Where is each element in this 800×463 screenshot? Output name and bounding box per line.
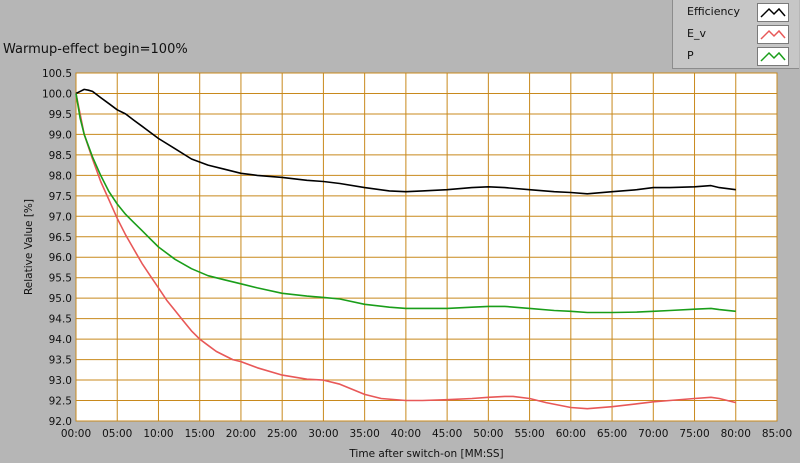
y-tick-label: 96.5 (49, 232, 72, 244)
x-tick-label: 00:00 (61, 428, 91, 440)
y-tick-label: 92.5 (49, 396, 72, 408)
x-axis-ticks: 00:00 05:00 10:00 15:00 20:00 25:00 30:00 35:00… (61, 428, 792, 440)
x-tick-label: 85:00 (762, 428, 792, 440)
x-tick-label: 75:00 (679, 428, 709, 440)
legend-swatch-e-v (757, 25, 789, 44)
chart-title: Warmup-effect begin=100% (3, 42, 188, 57)
series-line-efficiency (75, 88, 736, 195)
y-axis-label: Relative Value [%] (23, 199, 35, 295)
legend-item-efficiency[interactable]: Efficiency (673, 1, 799, 22)
x-axis-label: Time after switch-on [MM:SS] (348, 448, 503, 460)
y-tick-label: 96.0 (49, 252, 72, 264)
x-tick-label: 30:00 (308, 428, 338, 440)
x-tick-label: 10:00 (143, 428, 173, 440)
x-tick-label: 50:00 (473, 428, 503, 440)
x-tick-label: 80:00 (721, 428, 751, 440)
x-tick-label: 55:00 (514, 428, 544, 440)
x-tick-label: 45:00 (432, 428, 462, 440)
legend-label: P (687, 49, 694, 62)
legend: Efficiency E_v P (672, 0, 799, 69)
y-tick-label: 95.5 (49, 273, 72, 285)
y-tick-label: 100.0 (42, 88, 72, 100)
legend-item-p[interactable]: P (673, 45, 799, 66)
legend-label: E_v (687, 27, 706, 40)
y-tick-label: 97.0 (49, 211, 72, 223)
y-tick-label: 98.5 (49, 150, 72, 162)
y-tick-label: 98.0 (49, 170, 72, 182)
x-tick-label: 65:00 (597, 428, 627, 440)
y-axis-ticks: 100.5 100.0 99.5 99.0 98.5 98.0 97.5 97.0 96.5 96… (42, 68, 72, 428)
x-tick-label: 15:00 (185, 428, 215, 440)
series-line-p (75, 93, 736, 314)
series-line-e-v (75, 93, 736, 410)
x-tick-label: 60:00 (556, 428, 586, 440)
plot-area (75, 72, 778, 422)
series-layer (75, 88, 736, 410)
legend-label: Efficiency (687, 5, 740, 18)
y-tick-label: 99.0 (49, 129, 72, 141)
x-tick-label: 25:00 (267, 428, 297, 440)
x-tick-label: 35:00 (350, 428, 380, 440)
y-tick-label: 100.5 (42, 68, 72, 80)
x-tick-label: 05:00 (102, 428, 132, 440)
y-tick-label: 92.0 (49, 416, 72, 428)
y-tick-label: 94.5 (49, 314, 72, 326)
y-tick-label: 99.5 (49, 109, 72, 121)
y-tick-label: 94.0 (49, 334, 72, 346)
y-tick-label: 93.5 (49, 355, 72, 367)
x-tick-label: 40:00 (391, 428, 421, 440)
y-tick-label: 95.0 (49, 293, 72, 305)
y-tick-label: 97.5 (49, 191, 72, 203)
grid (75, 72, 778, 422)
legend-item-e-v[interactable]: E_v (673, 23, 799, 44)
x-tick-label: 20:00 (226, 428, 256, 440)
x-tick-label: 70:00 (638, 428, 668, 440)
legend-swatch-efficiency (757, 3, 789, 22)
y-tick-label: 93.0 (49, 375, 72, 387)
legend-swatch-p (757, 47, 789, 66)
